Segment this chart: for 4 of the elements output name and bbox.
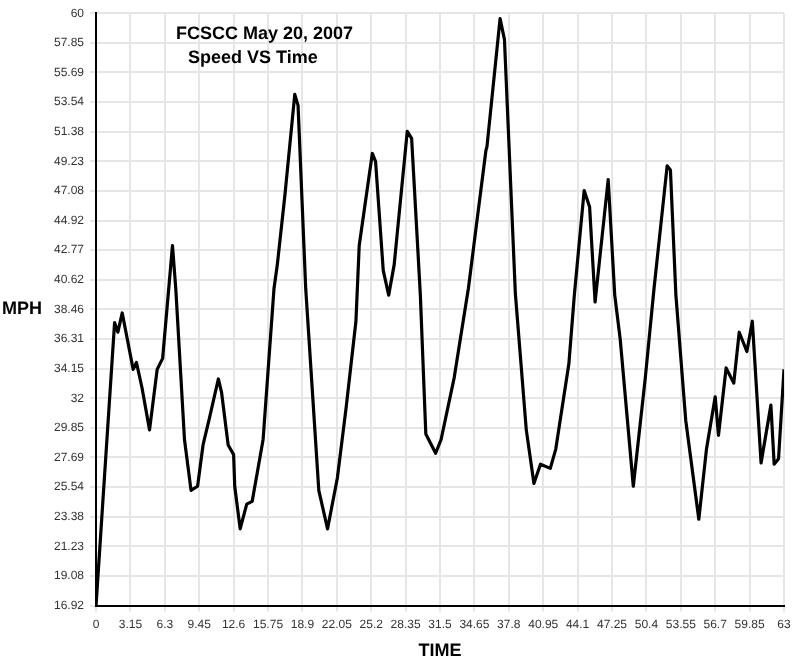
x-axis-title: TIME <box>418 639 462 660</box>
y-axis-title: MPH <box>2 298 42 319</box>
text: Speed VS Time <box>188 47 318 68</box>
text: FCSCC May 20, 2007 <box>176 23 354 44</box>
